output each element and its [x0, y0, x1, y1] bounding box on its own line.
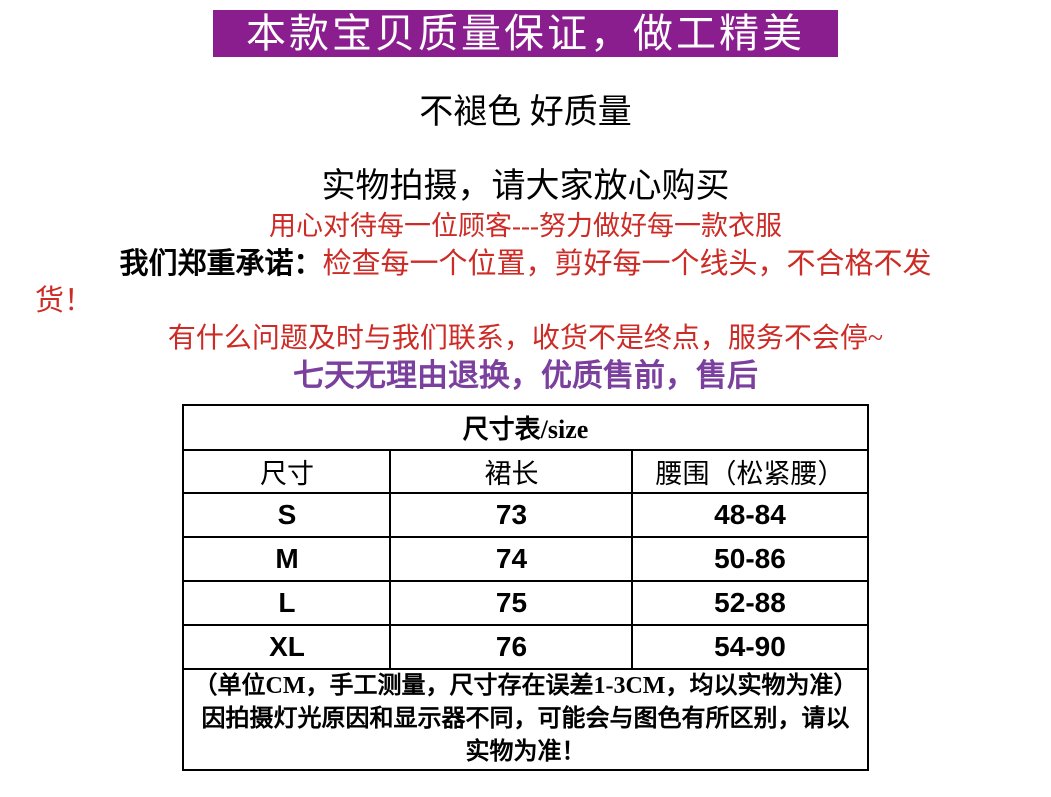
cell-length: 76 [389, 624, 634, 670]
cell-size: M [182, 536, 392, 582]
promise-red-text: 检查每一个位置，剪好每一个线头，不合格不发 [322, 248, 932, 280]
promo-line-care: 用心对待每一位顾客---努力做好每一款衣服 [269, 211, 782, 241]
table-row: XL 76 54-90 [182, 624, 869, 670]
cell-length: 75 [389, 580, 634, 626]
column-header-waist: 腰围（松紧腰） [631, 449, 869, 494]
table-note-row: （单位CM，手工测量，尺寸存在误差1-3CM，均以实物为准） 因拍摄灯光原因和显… [182, 668, 869, 771]
cell-waist: 52-88 [631, 580, 869, 626]
promo-line-contact: 有什么问题及时与我们联系，收货不是终点，服务不会停~ [167, 323, 884, 354]
cell-length: 73 [389, 492, 634, 538]
size-table: 尺寸表/size 尺寸 裙长 腰围（松紧腰） S 73 48-84 M 74 5… [182, 404, 869, 771]
promo-line-promise-wrap: 货！ [35, 285, 94, 317]
cell-waist: 54-90 [631, 624, 869, 670]
table-row: S 73 48-84 [182, 492, 869, 538]
table-row: M 74 50-86 [182, 536, 869, 582]
column-header-length: 裙长 [389, 449, 634, 494]
cell-size: L [182, 580, 392, 626]
cell-waist: 50-86 [631, 536, 869, 582]
promo-line-quality: 不褪色 好质量 [419, 94, 632, 131]
size-table-note: （单位CM，手工测量，尺寸存在误差1-3CM，均以实物为准） 因拍摄灯光原因和显… [182, 668, 869, 771]
cell-size: S [182, 492, 392, 538]
note-line-1: （单位CM，手工测量，尺寸存在误差1-3CM，均以实物为准） [193, 673, 858, 699]
table-row: L 75 52-88 [182, 580, 869, 626]
note-line-2: 因拍摄灯光原因和显示器不同，可能会与图色有所区别，请以 [201, 706, 850, 732]
promo-line-return: 七天无理由退换，优质售前，售后 [293, 358, 758, 393]
note-line-3: 实物为准！ [465, 739, 586, 765]
size-table-title: 尺寸表/size [182, 404, 869, 451]
promise-prefix-text: 我们郑重承诺： [119, 248, 323, 280]
cell-size: XL [182, 624, 392, 670]
cell-length: 74 [389, 536, 634, 582]
promo-line-promise: 我们郑重承诺：检查每一个位置，剪好每一个线头，不合格不发 [0, 245, 1051, 283]
quality-banner: 本款宝贝质量保证，做工精美 [213, 10, 838, 57]
column-header-size: 尺寸 [182, 449, 392, 494]
cell-waist: 48-84 [631, 492, 869, 538]
promo-line-real-shot: 实物拍摄，请大家放心购买 [321, 168, 730, 205]
table-title-row: 尺寸表/size [182, 404, 869, 451]
table-header-row: 尺寸 裙长 腰围（松紧腰） [182, 449, 869, 494]
